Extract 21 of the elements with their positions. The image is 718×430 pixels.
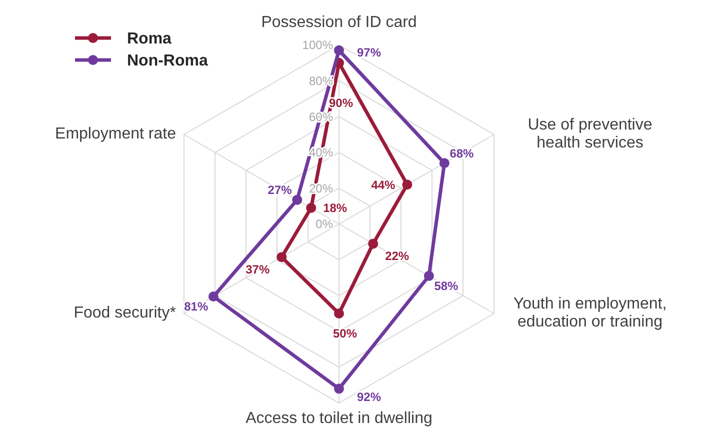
data-label: 50% <box>332 326 358 341</box>
y-tick-label: 0% <box>316 217 334 232</box>
data-label: 97% <box>356 46 382 60</box>
data-label: 27% <box>268 183 292 198</box>
data-label: 58% <box>434 279 459 294</box>
data-label: 18% <box>323 201 348 216</box>
data-label: 68% <box>450 146 474 160</box>
data-label: 37% <box>246 262 270 276</box>
spoke-label: Food security* <box>74 304 176 322</box>
data-label: 44% <box>371 178 396 192</box>
legend-label: Roma <box>127 30 172 48</box>
spoke-label: Access to toilet in dwelling <box>246 410 432 428</box>
data-label: 81% <box>184 300 208 314</box>
data-label: 92% <box>356 390 382 404</box>
spoke-label: Possession of ID card <box>261 14 417 32</box>
spoke-label: Youth in employment, education or training <box>513 296 667 331</box>
spoke-label: Employment rate <box>55 126 176 143</box>
spoke-label: Use of preventive health services <box>528 116 652 152</box>
data-label: 22% <box>385 248 410 263</box>
y-tick-label: 100% <box>302 38 334 52</box>
legend-label: Non-Roma <box>127 52 208 70</box>
